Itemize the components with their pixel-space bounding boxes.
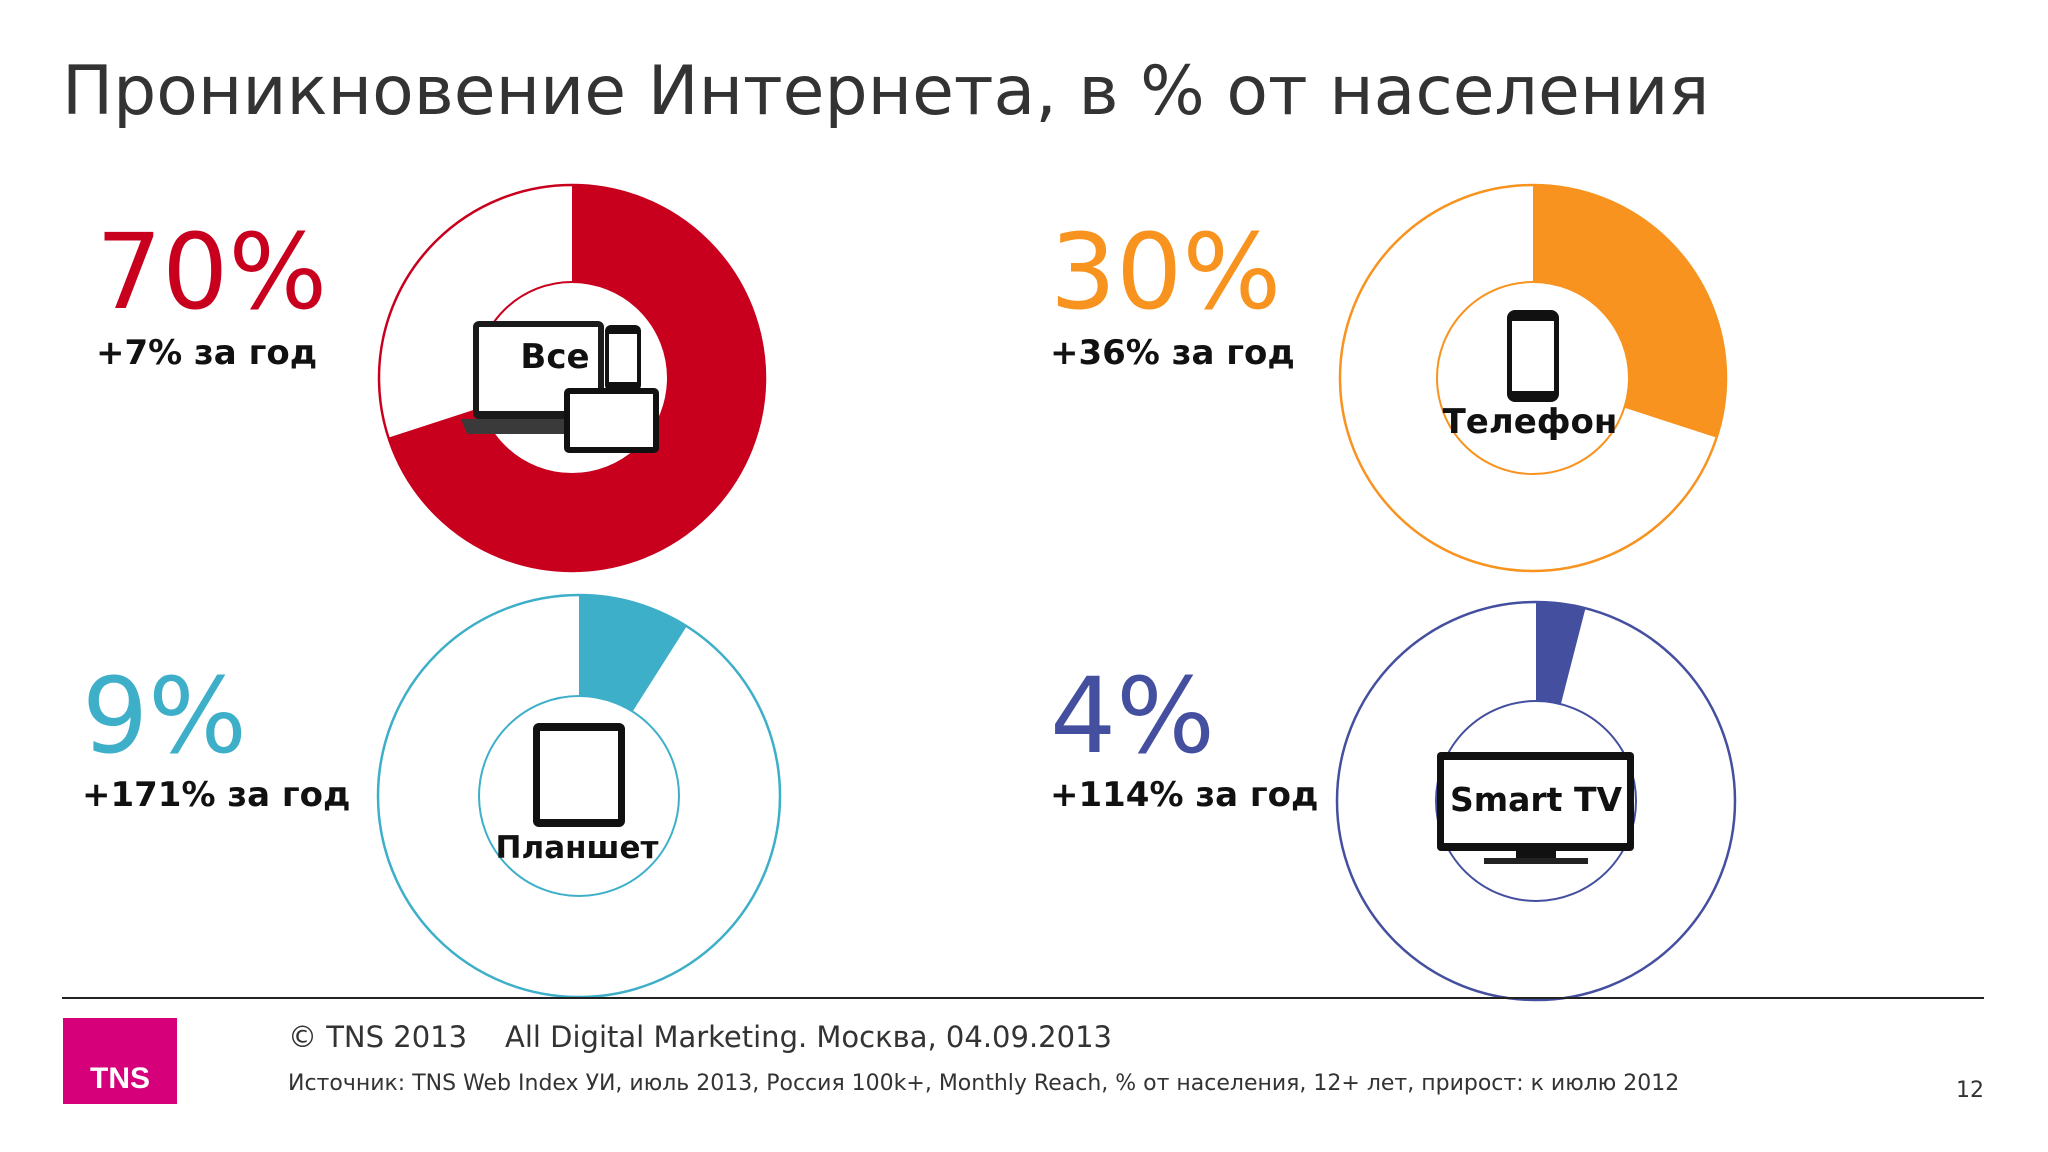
growth-tv: +114% за год	[1050, 775, 1319, 815]
footer-copyright: © TNS 2013	[288, 1020, 468, 1054]
donut-segment-Все	[388, 185, 765, 571]
donut-chart-tv: Smart TV	[1335, 600, 1737, 1002]
device-label-tablet: Планшет	[496, 830, 659, 866]
donut-chart-tablet: Планшет	[376, 593, 782, 999]
footer-source: Источник: TNS Web Index УИ, июль 2013, Р…	[288, 1071, 1680, 1096]
footer-event: All Digital Marketing. Москва, 04.09.201…	[505, 1020, 1112, 1054]
pct-phone: 30%	[1050, 211, 1282, 333]
donut-segment-Планшет	[579, 595, 687, 712]
tablet-icon	[533, 723, 625, 827]
donut-chart-phone: Телефон	[1338, 183, 1728, 573]
pct-tablet: 9%	[82, 655, 247, 777]
donut-segment-Smart TV	[1536, 602, 1586, 705]
tv-icon	[1437, 752, 1634, 864]
slide-title: Проникновение Интернета, в % от населени…	[62, 52, 1710, 131]
device-label-phone: Телефон	[1443, 402, 1618, 442]
devices-icon	[461, 321, 659, 453]
donut-chart-all: Все	[377, 183, 767, 573]
tns-logo: TNS	[63, 1018, 177, 1104]
footer-divider	[62, 997, 1984, 999]
donut-segment-Телефон	[1533, 185, 1726, 438]
device-label-tv: Smart TV	[1450, 780, 1622, 819]
growth-tablet: +171% за год	[82, 775, 351, 815]
pct-tv: 4%	[1050, 655, 1215, 777]
phone-icon	[1507, 310, 1559, 402]
growth-phone: +36% за год	[1050, 333, 1295, 373]
tns-logo-text: TNS	[90, 1062, 150, 1095]
page-number: 12	[1956, 1078, 1984, 1103]
device-label-all: Все	[520, 337, 589, 377]
growth-all: +7% за год	[96, 333, 318, 373]
pct-all: 70%	[96, 211, 328, 333]
